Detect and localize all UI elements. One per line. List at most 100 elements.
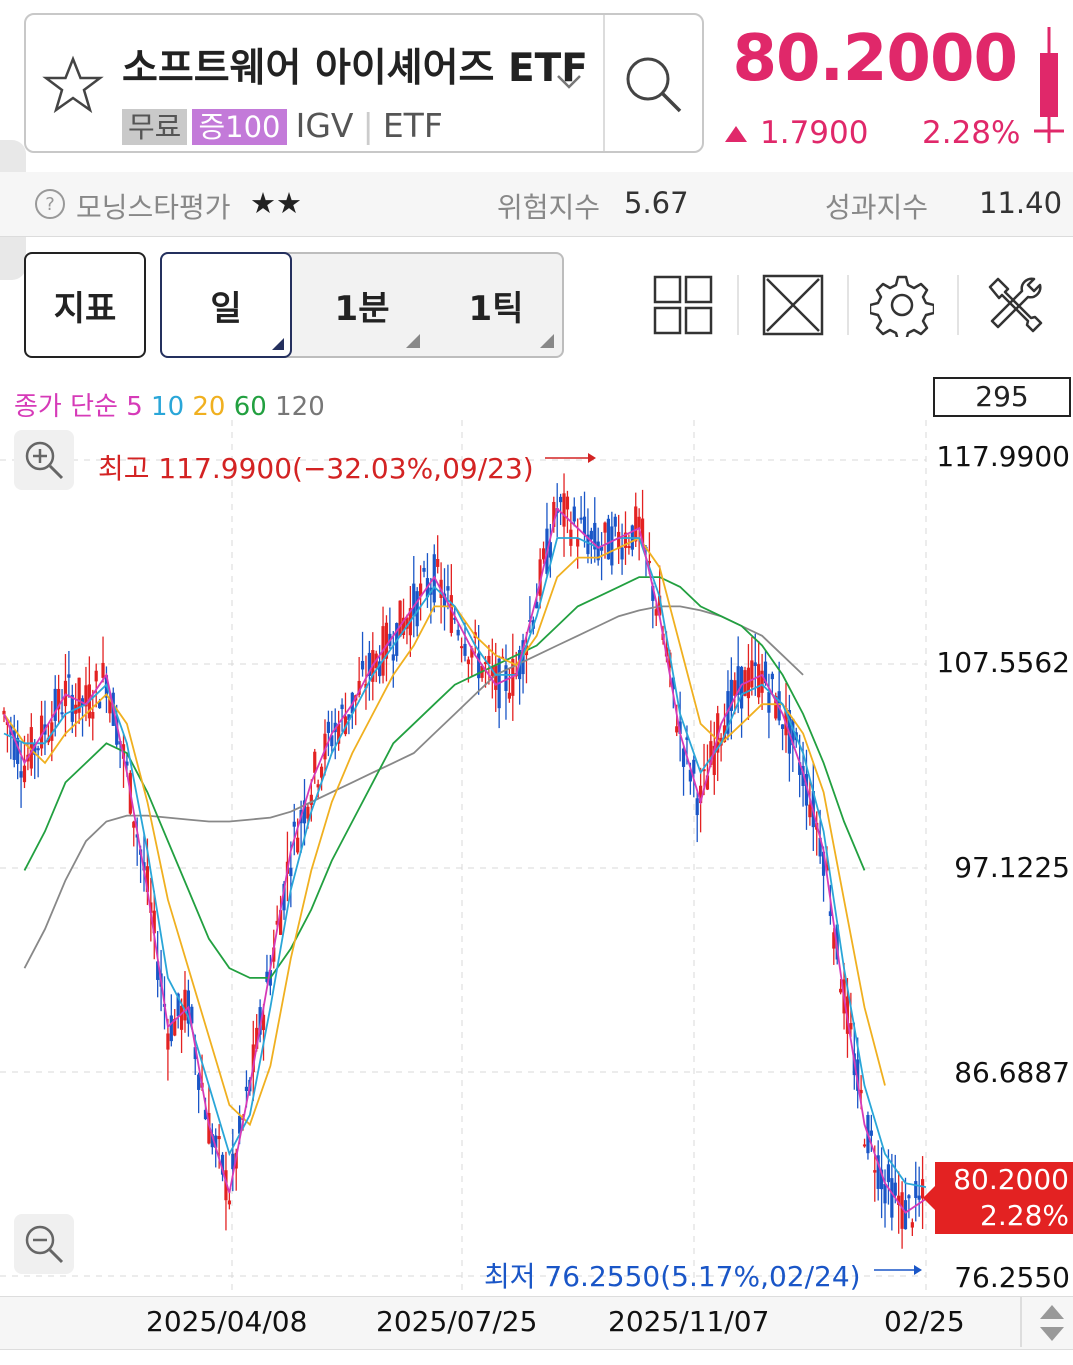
candle-body — [586, 534, 590, 555]
candle-body — [767, 692, 771, 713]
period-1min[interactable]: 1분 — [296, 254, 428, 356]
candle-body — [446, 586, 450, 591]
candle-body — [309, 794, 313, 805]
current-price-tag: 80.2000 2.28% — [923, 1162, 1073, 1234]
candle-body — [231, 1153, 235, 1170]
product-title: 소프트웨어 아이셰어즈 ETF — [122, 46, 588, 91]
candle-body — [326, 721, 331, 733]
candle-body — [419, 583, 423, 597]
candle-count-box[interactable]: 295 — [933, 377, 1071, 417]
legend-prefix: 종가 단순 — [14, 392, 118, 422]
rating-row: ? 모닝스타평가 ★★ 위험지수 5.67 성과지수 11.40 — [0, 172, 1073, 237]
candle-body — [862, 1144, 867, 1147]
candle-body — [890, 1178, 894, 1218]
candle-body — [67, 674, 71, 678]
y-label: 97.1225 — [954, 851, 1070, 884]
dropdown-corner-icon — [406, 334, 420, 348]
candle-body — [449, 595, 453, 633]
candle-body — [50, 722, 54, 741]
candle-body — [16, 737, 20, 764]
title-box[interactable]: 소프트웨어 아이셰어즈 ETF 무료 증100 IGV | ETF — [24, 13, 704, 153]
candle-body — [101, 662, 105, 678]
candle-body — [883, 1184, 887, 1204]
candle-body — [699, 785, 703, 804]
fullscreen-icon[interactable] — [761, 273, 825, 337]
candle-body — [828, 911, 832, 916]
ma-line-60 — [23, 576, 866, 979]
scroll-arrows-icon[interactable] — [1038, 1303, 1066, 1343]
y-label: 86.6887 — [954, 1056, 1070, 1089]
candle-body — [296, 837, 300, 853]
tag-row: 무료 증100 IGV | ETF — [122, 106, 443, 145]
indicator-button[interactable]: 지표 — [24, 252, 146, 358]
candle-body — [647, 560, 651, 564]
candle-body — [729, 679, 733, 711]
candle-body — [340, 704, 344, 710]
candle-body — [272, 947, 276, 962]
candle-body — [483, 662, 488, 665]
tools-icon[interactable] — [982, 273, 1046, 337]
candle-body — [780, 724, 785, 729]
x-label: 02/25 — [884, 1305, 965, 1338]
candle-body — [736, 666, 740, 695]
candle-body — [302, 800, 307, 824]
zoom-out-button[interactable] — [14, 1214, 74, 1274]
candle-body — [292, 821, 296, 827]
divider — [603, 15, 605, 151]
chevron-down-icon[interactable] — [556, 73, 582, 91]
candle-body — [378, 661, 382, 677]
candle-body — [442, 593, 447, 608]
period-day[interactable]: 일 — [160, 252, 292, 358]
candle-body — [880, 1169, 884, 1190]
legend-ma60: 60 — [233, 392, 267, 422]
candle-body — [244, 1086, 249, 1092]
candle-body — [415, 591, 419, 627]
risk-label: 위험지수 — [497, 191, 601, 224]
price-chart[interactable] — [0, 420, 1073, 1296]
gear-icon[interactable] — [870, 273, 934, 337]
candle-body — [900, 1192, 904, 1229]
candle-body — [562, 493, 566, 527]
up-arrow-icon — [725, 126, 747, 142]
candle-body — [193, 1047, 197, 1060]
candle-body — [108, 698, 112, 714]
candle-body — [579, 517, 583, 520]
candle-body — [289, 867, 293, 877]
candle-body — [255, 1027, 259, 1049]
candle-body — [203, 1109, 208, 1120]
date-axis[interactable]: 2025/04/08 2025/07/25 2025/11/07 02/25 — [0, 1296, 1073, 1350]
current-price-tag-pct: 2.28% — [980, 1199, 1069, 1232]
candle-body — [456, 629, 460, 636]
candle-body — [60, 712, 64, 715]
candle-body — [330, 735, 334, 747]
x-label: 2025/04/08 — [146, 1305, 308, 1338]
tool-separator — [737, 275, 739, 335]
candle-body — [53, 688, 57, 721]
candle-body — [357, 680, 361, 695]
search-icon[interactable] — [622, 53, 686, 117]
low-marker-arrow — [914, 1265, 922, 1275]
candle-body — [541, 548, 546, 560]
star-icon[interactable] — [42, 55, 104, 117]
ma-line-5 — [3, 506, 927, 1214]
layout-grid-icon[interactable] — [651, 273, 715, 337]
candle-body — [654, 609, 658, 616]
candle-body — [623, 532, 628, 548]
candle-body — [808, 804, 812, 818]
period-1tick[interactable]: 1틱 — [430, 254, 562, 356]
morningstar-stars: ★★ — [250, 186, 302, 220]
period-1min-label: 1분 — [334, 288, 390, 329]
candle-body — [835, 924, 839, 960]
candle-body — [565, 496, 570, 510]
candle-body — [709, 741, 713, 765]
help-icon[interactable]: ? — [34, 188, 66, 220]
candle-body — [220, 1154, 225, 1175]
candle-body — [535, 601, 539, 609]
candle-body — [596, 541, 600, 561]
zoom-in-button[interactable] — [14, 430, 74, 490]
candle-body — [695, 798, 699, 816]
candle-body — [688, 769, 692, 782]
candle-body — [552, 501, 556, 527]
perf-value: 11.40 — [979, 186, 1063, 220]
zoom-in-icon — [25, 441, 64, 480]
